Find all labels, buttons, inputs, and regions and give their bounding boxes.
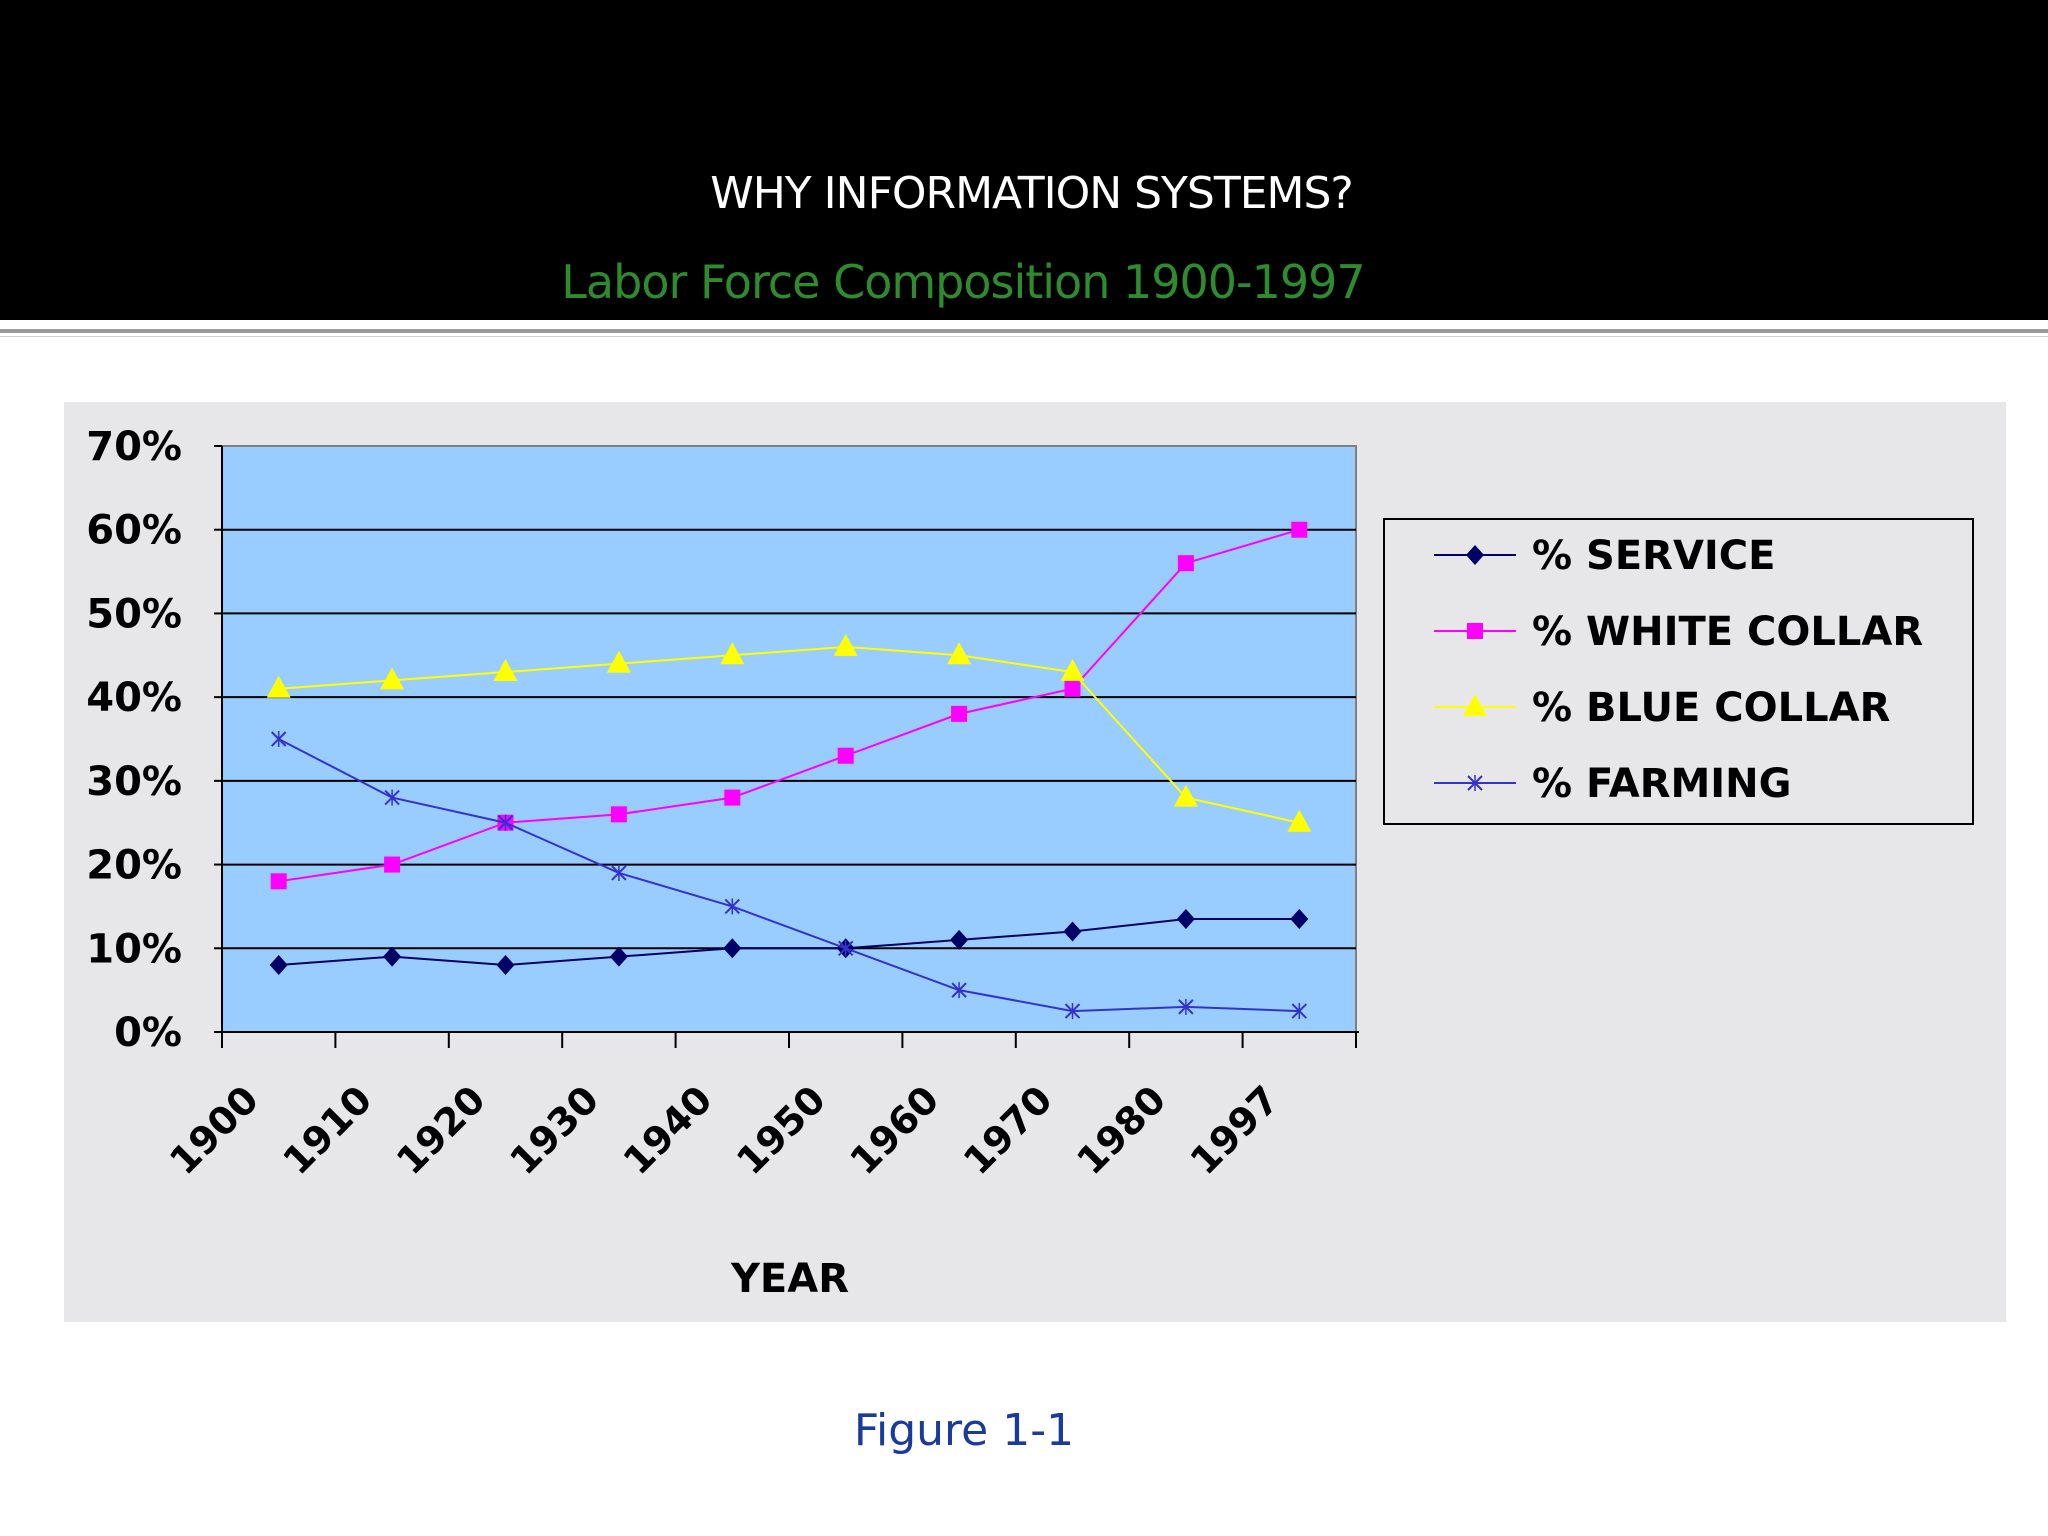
x-tick-label: 1960 [842,1077,948,1183]
legend-marker [1466,545,1484,565]
data-point [497,814,514,831]
y-tick-label: 0% [114,1010,182,1056]
data-point [1176,908,1195,929]
data-point [1064,1003,1081,1020]
y-tick-label: 50% [86,591,182,637]
data-point [606,650,631,673]
data-point [384,789,400,806]
x-tick-label: 1980 [1068,1077,1174,1183]
y-tick-label: 10% [86,926,182,972]
x-tick-label: 1997 [1182,1077,1288,1183]
header-divider-thin [0,336,2048,337]
slide-title: WHY INFORMATION SYSTEMS? [710,168,1354,219]
data-point [496,955,515,976]
axes [221,446,1359,1033]
slide-subtitle: Labor Force Composition 1900-1997 [561,255,1365,309]
legend-marker [1463,694,1487,716]
data-point [951,982,967,999]
data-point [724,789,741,806]
data-point [1178,998,1194,1015]
data-point [270,873,287,890]
data-point [270,731,287,747]
legend: % SERVICE % WHITE COLLAR % BLUE COLLAR % FA… [1383,518,1974,825]
data-point [1064,680,1081,697]
data-point [610,806,627,823]
data-point [266,675,291,698]
labor-force-chart: 0% 10% 20% 30% 40% 50% 60% 70% 1900 1910 1920 1930… [86,424,1974,1302]
x-tick-label: 1910 [275,1077,381,1183]
legend-label: % BLUE COLLAR [1532,685,1890,731]
chart-panel: 0% 10% 20% 30% 40% 50% 60% 70% 1900 1910 1920 1930… [64,402,2006,1322]
series-farming [270,731,1308,1020]
series-line [278,645,1300,824]
legend-label: % SERVICE [1532,533,1775,579]
data-point [611,864,627,881]
data-point [833,633,858,656]
gridlines [214,445,1357,1048]
data-point [1291,521,1308,538]
series-line [278,738,1300,1013]
y-tick-label: 20% [86,843,182,889]
data-point [947,642,972,665]
y-tick-label: 40% [86,675,182,721]
x-tick-labels: 1900 1910 1920 1930 1940 1950 1960 1970 1980 1997 [161,1077,1288,1183]
x-tick-label: 1940 [615,1077,721,1183]
series-service [269,908,1309,976]
plot-area [221,445,1357,1033]
y-tick-label: 70% [86,424,182,470]
legend-marker [1467,623,1483,639]
series-blue-collar [266,633,1312,832]
data-point [951,705,968,722]
data-point [724,898,741,915]
x-tick-label: 1920 [388,1077,494,1183]
data-point [837,940,854,957]
data-point [1063,921,1082,942]
data-point [950,929,969,950]
legend-label: % FARMING [1532,761,1792,807]
data-point [493,659,518,682]
data-point [269,955,288,976]
slide-header: WHY INFORMATION SYSTEMS? Labor Force Com… [0,0,2048,320]
data-point [720,642,745,665]
series-line [278,917,1300,967]
y-tick-labels: 0% 10% 20% 30% 40% 50% 60% 70% [86,424,182,1056]
data-point [384,856,401,873]
data-point [1290,908,1309,929]
series-line [278,528,1300,883]
y-tick-label: 60% [86,508,182,554]
x-tick-label: 1930 [501,1077,607,1183]
data-point [723,938,742,959]
figure-caption: Figure 1-1 [853,1405,1075,1456]
data-point [1060,659,1085,682]
legend-marker [1467,775,1483,791]
y-tick-label: 30% [86,759,182,805]
x-tick-label: 1900 [161,1077,267,1183]
data-point [380,667,405,690]
legend-label: % WHITE COLLAR [1532,609,1923,655]
x-axis-label: YEAR [730,1256,849,1302]
legend-box [1383,518,1974,825]
x-tick-label: 1970 [955,1077,1061,1183]
data-point [1173,784,1198,807]
data-point [1291,1003,1308,1020]
data-point [609,946,628,967]
data-point [383,946,402,967]
data-point [1177,555,1194,572]
data-point [837,747,854,764]
data-point [1287,809,1312,832]
series-layer [266,521,1312,1020]
header-divider [0,329,2048,333]
x-tick-label: 1950 [728,1077,834,1183]
